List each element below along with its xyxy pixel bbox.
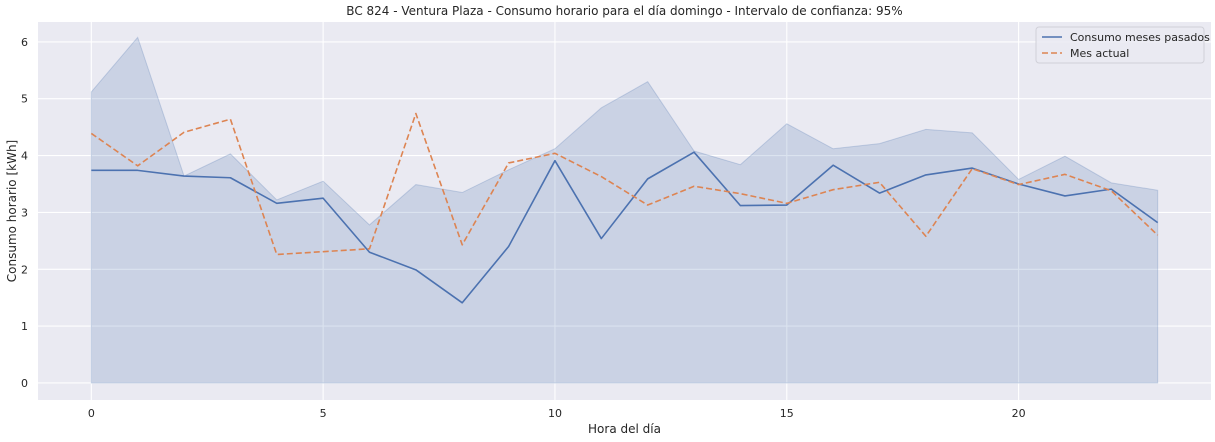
series-line-1 <box>90 112 1159 256</box>
grid <box>38 22 1211 400</box>
y-tick-label: 4 <box>21 150 28 163</box>
x-tick-label: 20 <box>1012 407 1026 420</box>
legend: Consumo meses pasados Mes actual <box>1035 26 1210 64</box>
legend-label-consumo-meses-pasados: Consumo meses pasados <box>1070 31 1210 44</box>
x-tick-label: 10 <box>548 407 562 420</box>
x-tick-label: 15 <box>780 407 794 420</box>
legend-box <box>1035 26 1205 64</box>
series-layer <box>90 112 1159 304</box>
confidence-band <box>90 36 1159 384</box>
legend-label-mes-actual: Mes actual <box>1070 47 1129 60</box>
y-tick-label: 3 <box>21 206 28 219</box>
x-axis-title: Hora del día <box>588 422 661 436</box>
y-tick-label: 6 <box>21 36 28 49</box>
y-tick-label: 2 <box>21 263 28 276</box>
x-tick-label: 5 <box>320 407 327 420</box>
y-tick-label: 0 <box>21 377 28 390</box>
chart-title: BC 824 - Ventura Plaza - Consumo horario… <box>346 4 902 18</box>
x-tick-label: 0 <box>88 407 95 420</box>
y-axis-title: Consumo horario [kWh] <box>5 140 19 282</box>
x-axis-ticks: 0 5 10 15 20 <box>88 407 1026 420</box>
y-axis-ticks: 0 1 2 3 4 5 6 <box>21 36 28 390</box>
y-tick-label: 5 <box>21 93 28 106</box>
confidence-band-layer <box>90 36 1159 384</box>
y-tick-label: 1 <box>21 320 28 333</box>
plot-area <box>38 22 1211 400</box>
